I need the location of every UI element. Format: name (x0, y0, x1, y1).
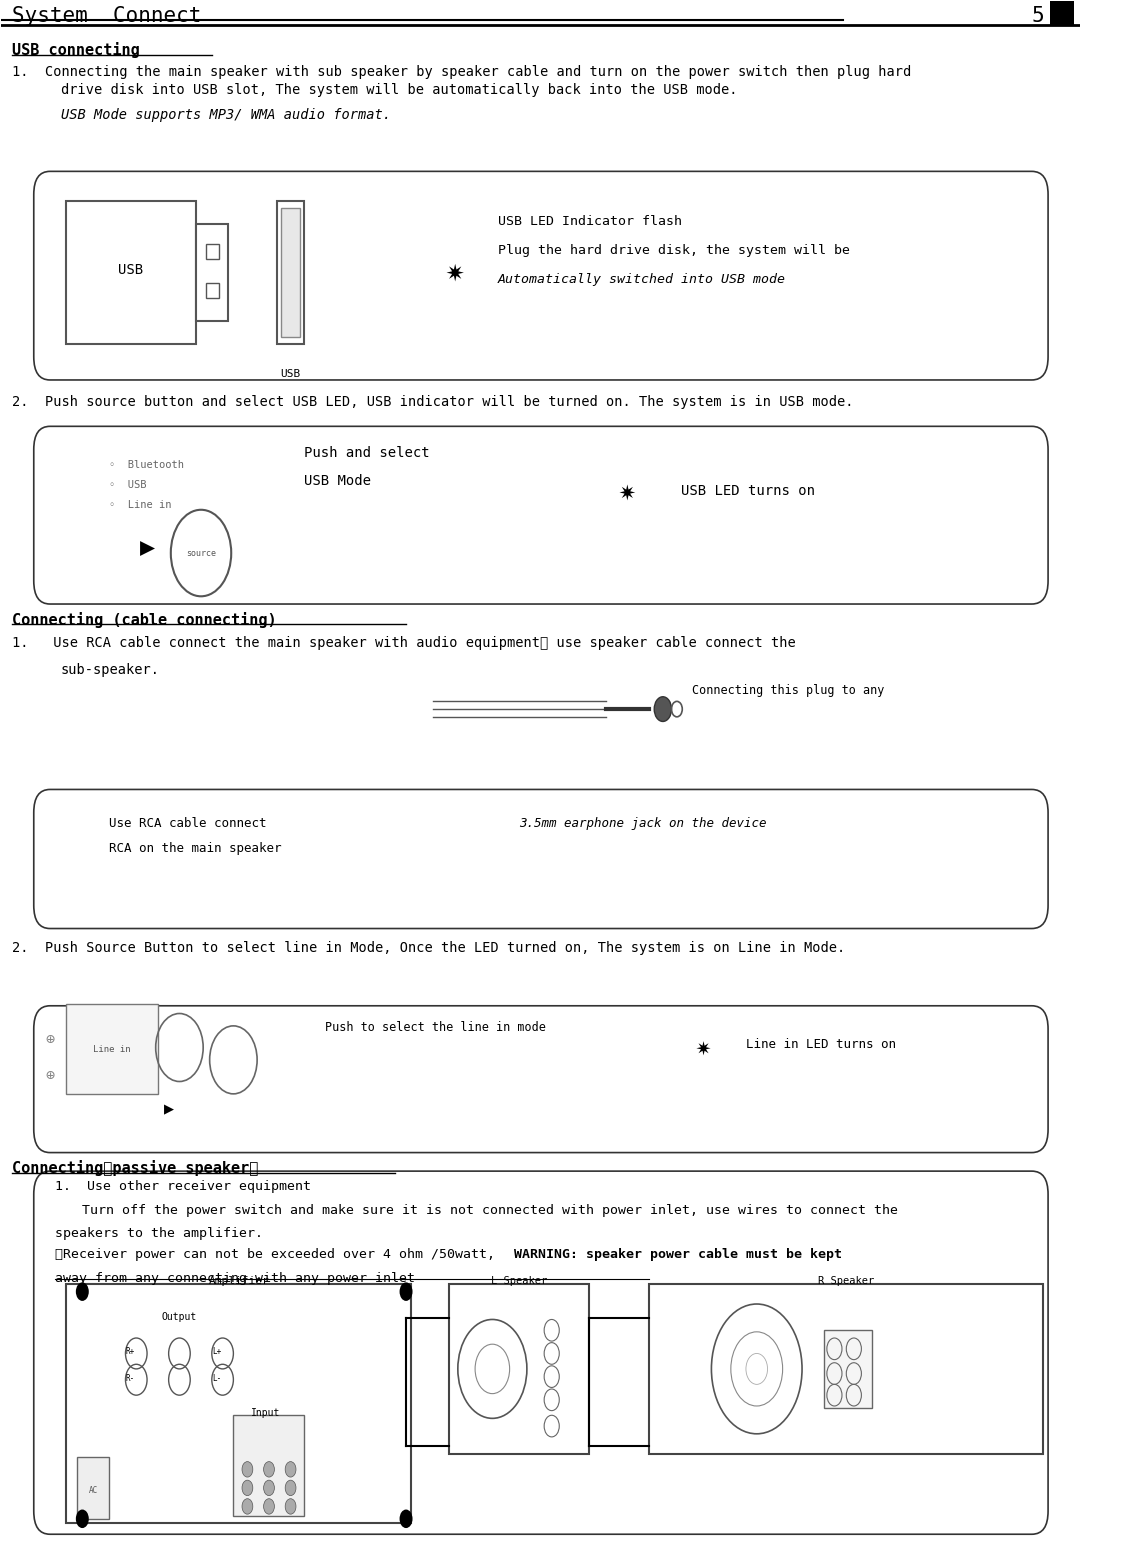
Text: Turn off the power switch and make sure it is not connected with power inlet, us: Turn off the power switch and make sure … (82, 1204, 898, 1217)
Text: Push to select the line in mode: Push to select the line in mode (325, 1022, 546, 1034)
Text: Output: Output (161, 1311, 197, 1322)
Circle shape (285, 1480, 296, 1495)
Circle shape (263, 1461, 275, 1477)
Text: 2.  Push Source Button to select line in Mode, Once the LED turned on, The syste: 2. Push Source Button to select line in … (12, 941, 845, 955)
Text: USB Mode supports MP3/ WMA audio format.: USB Mode supports MP3/ WMA audio format. (61, 108, 391, 122)
FancyBboxPatch shape (1050, 2, 1074, 26)
Text: 2.  Push source button and select USB LED, USB indicator will be turned on. The : 2. Push source button and select USB LED… (12, 395, 854, 409)
Text: ✷: ✷ (695, 1037, 711, 1060)
Text: Line in: Line in (93, 1045, 130, 1054)
Circle shape (399, 1509, 413, 1528)
Text: ⊕: ⊕ (45, 1033, 55, 1048)
Circle shape (76, 1509, 89, 1528)
FancyBboxPatch shape (34, 1006, 1048, 1153)
Text: ▶: ▶ (139, 537, 155, 560)
Text: AC: AC (89, 1486, 98, 1495)
Circle shape (242, 1480, 253, 1495)
Circle shape (285, 1461, 296, 1477)
FancyBboxPatch shape (824, 1330, 872, 1407)
FancyBboxPatch shape (34, 789, 1048, 929)
FancyBboxPatch shape (77, 1457, 109, 1519)
Text: Input: Input (251, 1407, 280, 1418)
Text: USB LED Indicator flash: USB LED Indicator flash (498, 215, 682, 228)
Text: WARNING: speaker power cable must be kept: WARNING: speaker power cable must be kep… (513, 1248, 842, 1262)
Text: Connecting（passive speaker）: Connecting（passive speaker） (12, 1161, 259, 1176)
FancyBboxPatch shape (233, 1415, 304, 1515)
Text: System  Connect: System Connect (12, 6, 202, 26)
FancyBboxPatch shape (450, 1283, 590, 1454)
Text: R+: R+ (126, 1347, 135, 1356)
FancyBboxPatch shape (206, 245, 220, 260)
FancyBboxPatch shape (66, 1005, 158, 1094)
FancyBboxPatch shape (66, 201, 196, 344)
Text: ◦  USB: ◦ USB (109, 480, 147, 491)
FancyBboxPatch shape (66, 1283, 411, 1523)
Circle shape (263, 1498, 275, 1514)
Text: （Receiver power can not be exceeded over 4 ohm /50watt,: （Receiver power can not be exceeded over… (55, 1248, 503, 1262)
Text: speakers to the amplifier.: speakers to the amplifier. (55, 1226, 263, 1240)
FancyBboxPatch shape (277, 201, 304, 344)
Text: USB Mode: USB Mode (304, 474, 371, 488)
Text: USB: USB (280, 368, 300, 379)
Text: USB LED turns on: USB LED turns on (682, 485, 815, 498)
Text: Use RCA cable connect: Use RCA cable connect (109, 817, 267, 830)
Text: ✷: ✷ (619, 478, 636, 506)
Text: 5: 5 (1032, 6, 1045, 26)
Text: RCA on the main speaker: RCA on the main speaker (109, 842, 281, 854)
Text: away from any connecting with any power inlet: away from any connecting with any power … (55, 1271, 416, 1285)
Text: USB: USB (119, 263, 143, 277)
Text: ◦  Bluetooth: ◦ Bluetooth (109, 460, 184, 471)
Text: 1.   Use RCA cable connect the main speaker with audio equipment， use speaker ca: 1. Use RCA cable connect the main speake… (12, 636, 796, 650)
Text: L-: L- (212, 1373, 221, 1382)
Circle shape (263, 1480, 275, 1495)
Text: 1.  Connecting the main speaker with sub speaker by speaker cable and turn on th: 1. Connecting the main speaker with sub … (12, 65, 911, 79)
FancyBboxPatch shape (649, 1283, 1043, 1454)
Text: ◦  Line in: ◦ Line in (109, 500, 172, 511)
Text: 3.5mm earphone jack on the device: 3.5mm earphone jack on the device (519, 817, 767, 830)
Text: L Speaker: L Speaker (491, 1276, 547, 1286)
Text: Connecting (cable connecting): Connecting (cable connecting) (12, 611, 277, 628)
Text: R-: R- (126, 1373, 135, 1382)
Text: sub-speaker.: sub-speaker. (61, 663, 159, 676)
Circle shape (242, 1498, 253, 1514)
Circle shape (76, 1282, 89, 1300)
FancyBboxPatch shape (281, 209, 300, 337)
FancyBboxPatch shape (196, 224, 228, 322)
FancyBboxPatch shape (34, 172, 1048, 379)
FancyBboxPatch shape (206, 283, 220, 299)
Circle shape (399, 1282, 413, 1300)
Text: Push and select: Push and select (304, 446, 429, 460)
Text: Amplifier: Amplifier (209, 1276, 269, 1286)
Text: Line in LED turns on: Line in LED turns on (745, 1037, 896, 1051)
Circle shape (242, 1461, 253, 1477)
Text: L+: L+ (212, 1347, 221, 1356)
Circle shape (655, 697, 671, 721)
Text: R Speaker: R Speaker (818, 1276, 874, 1286)
Text: 1.  Use other receiver equipment: 1. Use other receiver equipment (55, 1181, 312, 1194)
Text: Plug the hard drive disk, the system will be: Plug the hard drive disk, the system wil… (498, 245, 850, 257)
Text: Connecting this plug to any: Connecting this plug to any (692, 684, 884, 698)
Text: drive disk into USB slot, The system will be automatically back into the USB mod: drive disk into USB slot, The system wil… (61, 84, 738, 98)
Text: ✷: ✷ (445, 257, 464, 286)
FancyBboxPatch shape (34, 1172, 1048, 1534)
Text: ⊕: ⊕ (45, 1068, 55, 1082)
Text: ▶: ▶ (164, 1101, 174, 1118)
Text: Automatically switched into USB mode: Automatically switched into USB mode (498, 274, 786, 286)
Circle shape (285, 1498, 296, 1514)
FancyBboxPatch shape (34, 426, 1048, 604)
Text: USB connecting: USB connecting (12, 42, 140, 57)
Text: source: source (186, 548, 216, 557)
